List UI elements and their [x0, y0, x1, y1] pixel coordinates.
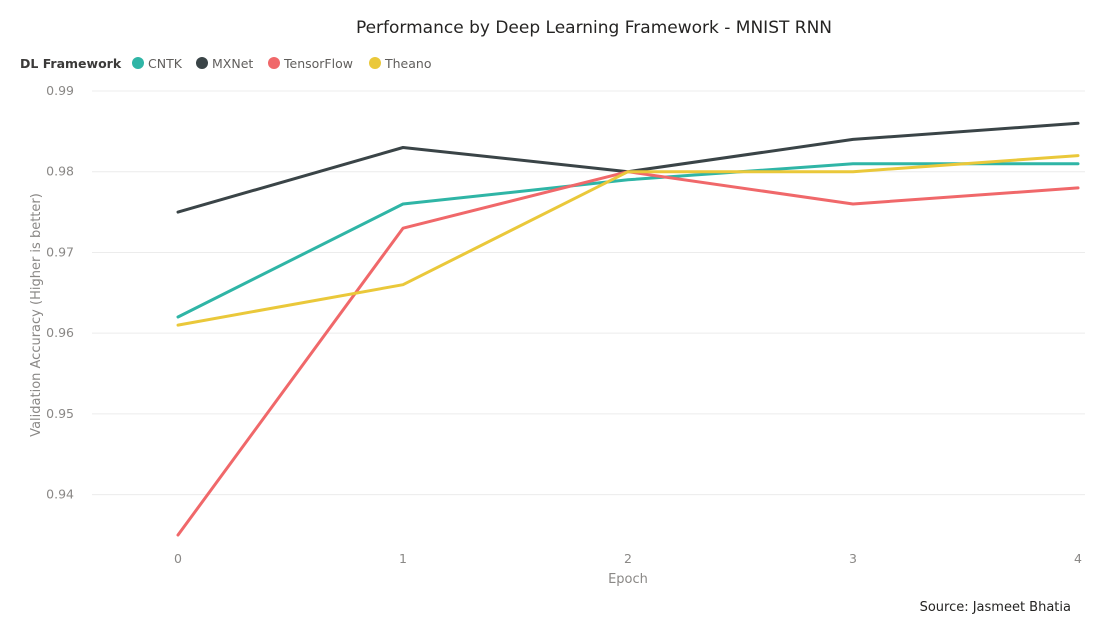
legend-marker-cntk — [132, 57, 144, 69]
series-lines — [176, 121, 1080, 537]
y-axis-ticks: 0.94 0.95 0.96 0.97 0.98 0.99 — [46, 83, 74, 502]
x-tick-label: 2 — [624, 551, 632, 566]
legend-marker-tensorflow — [268, 57, 280, 69]
gridlines — [92, 90, 1085, 496]
y-tick-label: 0.94 — [46, 487, 74, 502]
x-tick-label: 1 — [399, 551, 407, 566]
legend-label: TensorFlow — [283, 56, 353, 71]
legend-marker-theano — [369, 57, 381, 69]
y-tick-label: 0.97 — [46, 244, 74, 259]
chart-title: Performance by Deep Learning Framework -… — [356, 18, 832, 38]
x-axis-label: Epoch — [608, 572, 648, 587]
x-tick-label: 3 — [849, 551, 857, 566]
legend-label: MXNet — [212, 56, 253, 71]
y-tick-label: 0.99 — [46, 83, 74, 98]
source-note: Source: Jasmeet Bhatia — [920, 600, 1071, 615]
legend-label: Theano — [384, 56, 431, 71]
series-line-cntk — [176, 162, 1080, 319]
y-tick-label: 0.98 — [46, 164, 74, 179]
x-tick-label: 4 — [1074, 551, 1082, 566]
legend-marker-mxnet — [196, 57, 208, 69]
series-line-tensorflow — [176, 170, 1080, 537]
y-tick-label: 0.95 — [46, 406, 74, 421]
legend-label: CNTK — [148, 56, 183, 71]
x-axis-ticks: 0 1 2 3 4 — [174, 551, 1082, 566]
legend-title: DL Framework — [20, 56, 122, 71]
y-axis-label: Validation Accuracy (Higher is better) — [29, 193, 44, 437]
legend: DL Framework CNTK MXNet TensorFlow Theano — [20, 56, 431, 71]
series-line-theano — [176, 154, 1080, 327]
x-tick-label: 0 — [174, 551, 182, 566]
y-tick-label: 0.96 — [46, 325, 74, 340]
